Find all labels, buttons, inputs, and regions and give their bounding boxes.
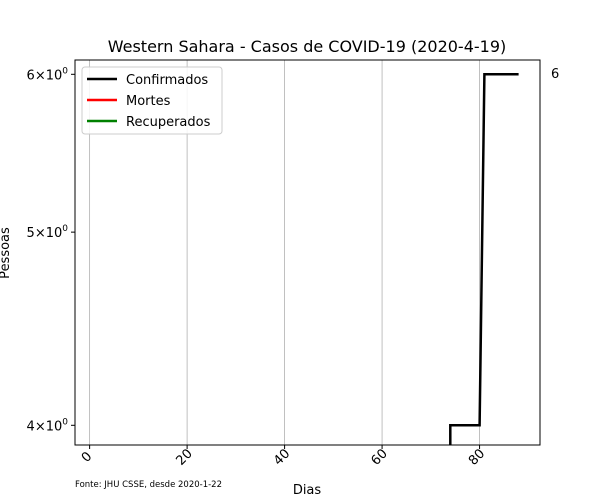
y-tick-label-times: × bbox=[35, 68, 46, 83]
x-axis-label: Dias bbox=[293, 483, 322, 498]
y-tick-label-times: × bbox=[35, 419, 46, 434]
legend-box bbox=[81, 66, 223, 135]
y-tick-label-base: 4 bbox=[27, 419, 35, 434]
series-layer bbox=[449, 73, 519, 445]
y-tick-label: 6×100 bbox=[27, 66, 69, 83]
y-tick-label-power: 10 bbox=[46, 226, 63, 241]
y-axis-label: Pessoas bbox=[0, 227, 13, 279]
x-tick-label: 0 bbox=[79, 449, 95, 465]
y-tick-label-base: 5 bbox=[27, 226, 35, 241]
legend-label: Recuperados bbox=[126, 115, 211, 130]
x-tick-label: 20 bbox=[173, 446, 195, 468]
x-tick-label: 80 bbox=[466, 446, 488, 468]
chart-title: Western Sahara - Casos de COVID-19 (2020… bbox=[108, 37, 507, 56]
y-tick-label-base: 6 bbox=[27, 68, 35, 83]
y-tick-label-exponent: 0 bbox=[62, 224, 68, 234]
y-tick-label-power: 10 bbox=[46, 419, 63, 434]
y-tick-label: 4×100 bbox=[27, 417, 69, 434]
y-tick-label-exponent: 0 bbox=[62, 417, 68, 427]
y-tick-label: 5×100 bbox=[27, 224, 69, 241]
y-tick-label-exponent: 0 bbox=[62, 66, 68, 76]
x-tick-label: 60 bbox=[368, 446, 390, 468]
legend: Confirmados Mortes Recuperados bbox=[81, 66, 223, 135]
end-value-label: 6 bbox=[551, 67, 559, 82]
series-line-confirmados bbox=[449, 73, 519, 445]
plot-frame bbox=[74, 59, 541, 446]
y-tick-label-power: 10 bbox=[46, 68, 63, 83]
source-note: Fonte: JHU CSSE, desde 2020-1-22 bbox=[75, 480, 222, 490]
legend-label: Confirmados bbox=[126, 73, 208, 88]
x-tick-label: 40 bbox=[271, 446, 293, 468]
legend-label: Mortes bbox=[126, 94, 171, 109]
y-tick-label-times: × bbox=[35, 226, 46, 241]
